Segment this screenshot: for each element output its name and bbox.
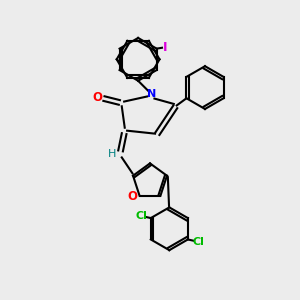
Text: H: H	[108, 149, 116, 159]
Text: Cl: Cl	[192, 237, 204, 247]
Text: O: O	[127, 190, 137, 203]
Text: I: I	[163, 41, 167, 54]
Text: Cl: Cl	[135, 211, 147, 221]
Text: N: N	[148, 88, 157, 98]
Text: O: O	[92, 92, 102, 104]
